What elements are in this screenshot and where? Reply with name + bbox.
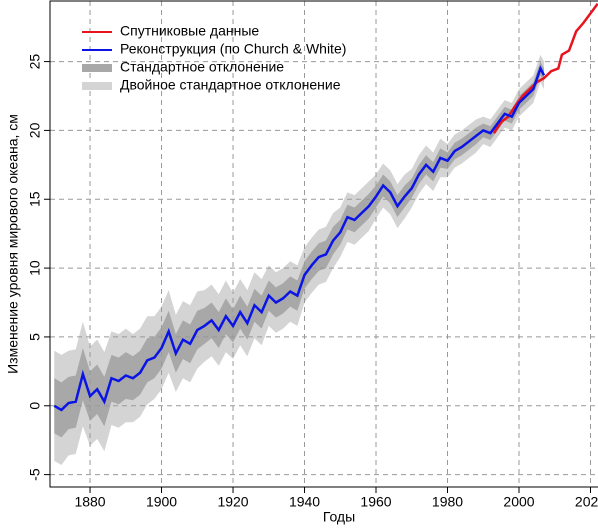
y-tick-label: 20 — [27, 122, 43, 138]
plot-area — [50, 1, 598, 487]
line — [492, 3, 598, 134]
line — [53, 65, 546, 412]
y-tick-label: 0 — [27, 402, 43, 410]
legend-label: Стандартное отклонение — [120, 59, 284, 75]
y-axis-label: Изменение уровня мирового океана, см — [5, 114, 21, 374]
x-tick-label: 1920 — [217, 494, 248, 510]
y-tick-label: 25 — [27, 54, 43, 70]
y-tick-label: -5 — [27, 468, 43, 481]
y-tick-label: 10 — [27, 260, 43, 276]
axes-frame — [49, 0, 598, 488]
legend-label: Спутниковые данные — [120, 23, 259, 39]
y-tick-label: 5 — [27, 333, 43, 341]
x-tick-label: 1900 — [146, 494, 177, 510]
legend-label: Двойное стандартное отклонение — [120, 77, 341, 93]
x-tick-label: 2020 — [575, 494, 598, 510]
x-tick-label: 1960 — [360, 494, 391, 510]
x-tick-label: 1940 — [289, 494, 320, 510]
error-band — [54, 54, 545, 465]
x-tick-label: 1880 — [74, 494, 105, 510]
y-tick-label: 15 — [27, 191, 43, 207]
x-tick-label: 2000 — [503, 494, 534, 510]
x-axis-label: Годы — [323, 509, 355, 525]
legend-label: Реконструкция (по Church & White) — [120, 41, 346, 57]
x-tick-label: 1980 — [432, 494, 463, 510]
error-band — [54, 61, 545, 438]
